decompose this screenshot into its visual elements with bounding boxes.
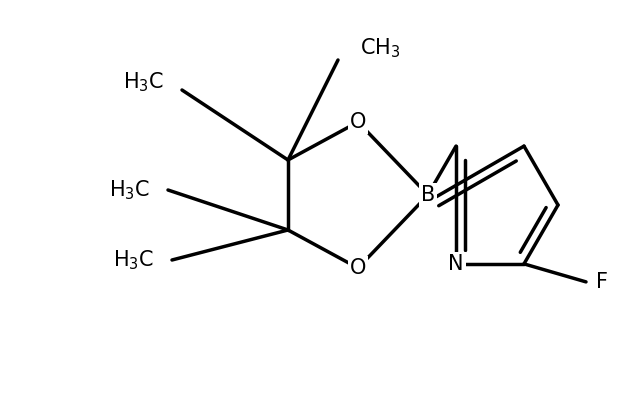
Text: O: O xyxy=(350,258,366,278)
Text: F: F xyxy=(596,272,608,292)
Text: H$_3$C: H$_3$C xyxy=(113,248,154,272)
Text: CH$_3$: CH$_3$ xyxy=(360,36,401,60)
Text: B: B xyxy=(421,185,435,205)
Text: N: N xyxy=(448,254,464,274)
Text: H$_3$C: H$_3$C xyxy=(123,70,164,94)
Text: H$_3$C: H$_3$C xyxy=(109,178,150,202)
Text: O: O xyxy=(350,112,366,132)
